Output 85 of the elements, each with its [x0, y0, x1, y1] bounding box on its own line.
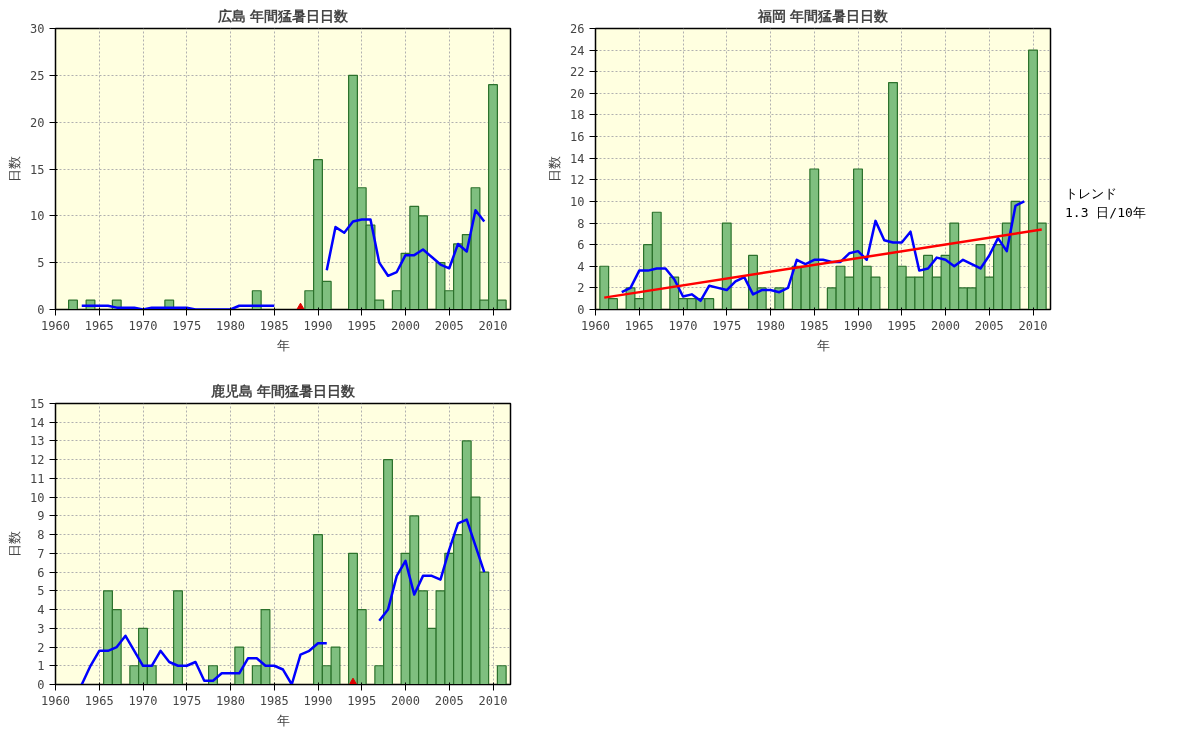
y-axis-title: 日数 — [547, 156, 563, 182]
x-tick-label: 1980 — [216, 318, 245, 333]
x-tick-label: 1980 — [756, 318, 785, 333]
y-tick-label: 4 — [37, 603, 45, 618]
y-axis-title: 日数 — [7, 531, 23, 557]
x-tick-label: 1990 — [303, 693, 333, 708]
x-tick-label: 1985 — [799, 318, 829, 333]
x-tick-label: 1985 — [259, 318, 289, 333]
x-tick-label: 2010 — [478, 318, 508, 333]
y-tick-label: 14 — [30, 415, 45, 430]
y-tick-label: 9 — [37, 509, 45, 524]
bar — [173, 590, 183, 685]
x-tick-label: 1960 — [581, 318, 610, 333]
y-tick-label: 5 — [37, 584, 45, 599]
chart-title: 福岡 年間猛暑日日数 — [757, 7, 889, 24]
x-tick-label: 1965 — [84, 693, 114, 708]
chart-title: 鹿児島 年間猛暑日日数 — [210, 382, 356, 399]
x-tick-label: 1960 — [41, 693, 70, 708]
x-tick-label: 1985 — [259, 693, 289, 708]
y-tick-label: 7 — [37, 546, 45, 561]
x-tick-label: 2000 — [391, 318, 420, 333]
x-tick-label: 1980 — [216, 693, 245, 708]
y-tick-label: 3 — [37, 621, 45, 636]
x-tick-label: 1995 — [347, 693, 377, 708]
y-tick-label: 30 — [30, 22, 45, 36]
x-tick-label: 1990 — [843, 318, 873, 333]
y-tick-label: 22 — [570, 65, 585, 80]
y-tick-label: 0 — [37, 303, 45, 317]
bar — [721, 222, 732, 310]
x-tick-label: 2005 — [434, 318, 464, 333]
x-tick-label: 1975 — [172, 318, 202, 333]
x-axis-title: 年 — [276, 712, 290, 728]
y-tick-label: 10 — [570, 194, 585, 209]
y-tick-label: 8 — [37, 528, 45, 543]
y-tick-label: 0 — [37, 678, 45, 692]
x-tick-label: 2005 — [974, 318, 1004, 333]
y-tick-label: 16 — [570, 130, 585, 145]
line-series — [620, 200, 1026, 303]
x-axis-title: 年 — [816, 337, 830, 353]
x-tick-label: 2010 — [478, 693, 508, 708]
y-tick-label: 18 — [570, 108, 585, 123]
y-tick-label: 15 — [30, 397, 45, 411]
x-tick-label: 2005 — [434, 693, 464, 708]
x-tick-label: 1970 — [128, 693, 158, 708]
y-tick-label: 14 — [570, 151, 585, 166]
y-tick-label: 2 — [37, 640, 45, 655]
y-tick-label: 2 — [577, 281, 585, 296]
x-tick-label: 1990 — [303, 318, 333, 333]
y-axis-title: 日数 — [7, 156, 23, 182]
y-tick-label: 5 — [37, 256, 45, 271]
y-tick-label: 20 — [30, 115, 45, 130]
y-tick-label: 15 — [30, 162, 45, 177]
y-tick-label: 6 — [577, 238, 585, 253]
x-tick-label: 1975 — [172, 693, 202, 708]
x-tick-label: 1970 — [668, 318, 698, 333]
y-tick-label: 10 — [30, 490, 45, 505]
y-tick-label: 1 — [37, 659, 45, 674]
y-tick-label: 8 — [577, 216, 585, 231]
y-tick-label: 0 — [577, 303, 585, 317]
x-tick-label: 1995 — [887, 318, 917, 333]
x-tick-label: 1960 — [41, 318, 70, 333]
y-tick-label: 12 — [30, 453, 45, 468]
y-tick-label: 24 — [570, 43, 585, 58]
y-tick-label: 4 — [577, 259, 585, 274]
x-tick-label: 2010 — [1018, 318, 1048, 333]
y-tick-label: 6 — [37, 565, 45, 580]
y-tick-label: 13 — [30, 434, 45, 449]
y-tick-label: 25 — [30, 68, 45, 83]
x-tick-label: 1975 — [712, 318, 742, 333]
y-tick-label: 10 — [30, 209, 45, 224]
y-tick-label: 26 — [570, 22, 585, 36]
x-tick-label: 2000 — [391, 693, 420, 708]
text: トレンド 1.3 日/10年 — [1065, 185, 1146, 222]
y-tick-label: 20 — [570, 86, 585, 101]
y-tick-label: 11 — [30, 471, 45, 486]
x-tick-label: 1995 — [347, 318, 377, 333]
x-tick-label: 1970 — [128, 318, 158, 333]
y-tick-label: 12 — [570, 173, 585, 188]
x-tick-label: 1965 — [624, 318, 654, 333]
x-tick-label: 2000 — [931, 318, 960, 333]
chart-title: 広島 年間猛暑日日数 — [217, 7, 349, 24]
x-axis-title: 年 — [276, 337, 290, 353]
x-tick-label: 1965 — [84, 318, 114, 333]
bar — [68, 299, 78, 310]
bar — [496, 665, 507, 685]
